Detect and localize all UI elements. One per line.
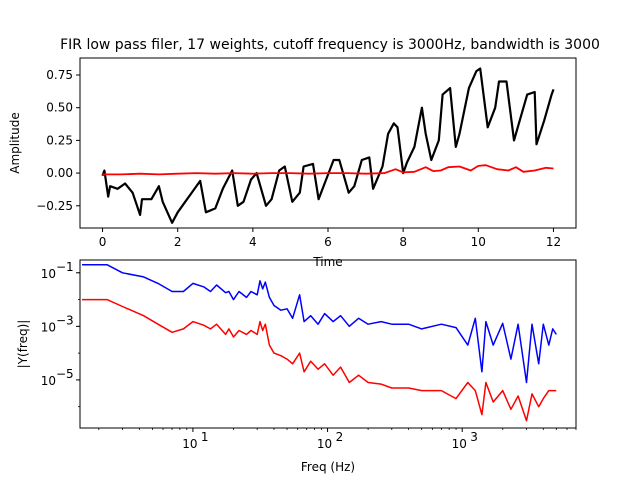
y-tick-label: 10 bbox=[41, 374, 56, 388]
y-tick-label: 0.75 bbox=[46, 68, 73, 82]
y-tick-label: 10 bbox=[41, 267, 56, 281]
chart-title: FIR low pass filer, 17 weights, cutoff f… bbox=[60, 37, 600, 53]
x-tick-label: 10 bbox=[471, 235, 486, 249]
bottom-y-ticks: 10−510−310−1 bbox=[41, 260, 80, 408]
bottom-x-ticks: 10 1 10 2 10 3 bbox=[98, 428, 577, 451]
y-tick-label: 0.00 bbox=[46, 166, 73, 180]
x-tick-exponent: 3 bbox=[470, 430, 478, 444]
x-tick-label: 10 bbox=[182, 437, 197, 451]
y-tick-label: 10 bbox=[41, 320, 56, 334]
time-series-line-2 bbox=[102, 164, 554, 176]
x-tick-label: 0 bbox=[99, 235, 107, 249]
top-y-axis-label: Amplitude bbox=[8, 112, 22, 174]
spectrum-lines bbox=[82, 263, 557, 422]
time-series-lines bbox=[101, 67, 555, 224]
x-tick-label: 4 bbox=[249, 235, 257, 249]
spectrum-line-2 bbox=[82, 298, 557, 422]
top-x-axis-label: Time bbox=[312, 255, 342, 269]
bottom-y-axis-label: |Y(freq)| bbox=[16, 320, 30, 369]
y-tick-exponent: −3 bbox=[56, 313, 74, 327]
x-tick-label: 8 bbox=[399, 235, 407, 249]
time-series-line-1 bbox=[101, 67, 555, 224]
y-tick-exponent: −1 bbox=[56, 260, 74, 274]
x-tick-exponent: 2 bbox=[336, 430, 344, 444]
x-tick-label: 12 bbox=[546, 235, 561, 249]
bottom-x-axis-label: Freq (Hz) bbox=[301, 460, 355, 474]
x-tick-label: 6 bbox=[324, 235, 332, 249]
top-x-ticks: 0 2 4 6 8 10 12 bbox=[99, 228, 561, 249]
x-tick-label: 2 bbox=[174, 235, 182, 249]
x-tick-label: 10 bbox=[452, 437, 467, 451]
y-tick-label: 0.50 bbox=[46, 101, 73, 115]
y-tick-exponent: −5 bbox=[56, 367, 74, 381]
time-domain-panel: FIR low pass filer, 17 weights, cutoff f… bbox=[8, 37, 600, 269]
spectrum-line-1 bbox=[82, 263, 557, 384]
y-tick-label: 0.25 bbox=[46, 133, 73, 147]
x-tick-exponent: 1 bbox=[201, 430, 209, 444]
frequency-domain-panel: 10 1 10 2 10 3 10−510−310−1 Freq (Hz) |Y(freq… bbox=[16, 259, 577, 474]
top-y-ticks: −0.25 0.00 0.25 0.50 0.75 bbox=[36, 68, 80, 213]
x-tick-label: 10 bbox=[317, 437, 332, 451]
y-tick-label: −0.25 bbox=[36, 199, 73, 213]
